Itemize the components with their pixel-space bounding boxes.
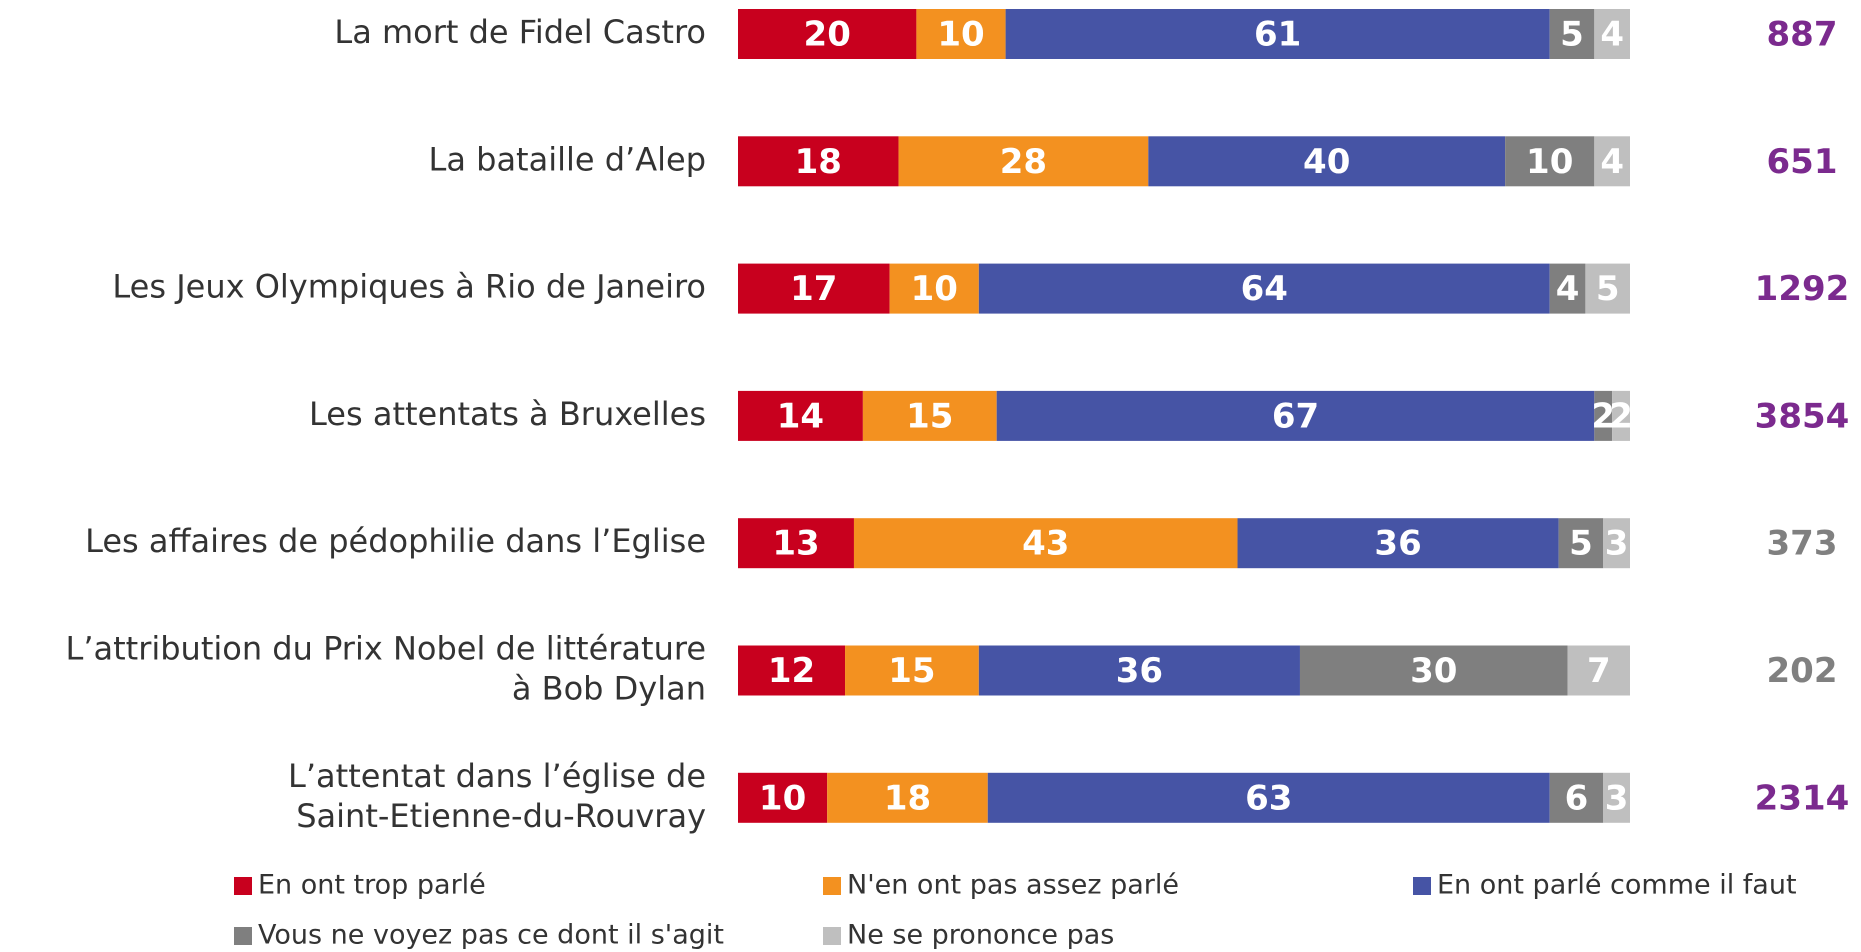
bar-segment: [738, 518, 854, 569]
data-label: 5: [1596, 269, 1620, 309]
data-label: 18: [795, 142, 842, 182]
bar-segment: [1549, 772, 1604, 823]
legend-swatch: [823, 927, 841, 945]
data-label: 17: [790, 269, 837, 309]
data-label: 36: [1374, 524, 1421, 564]
data-label: 12: [768, 651, 815, 691]
data-label: 67: [1272, 396, 1319, 436]
bar-segment: [1549, 9, 1595, 59]
legend-label: En ont parlé comme il faut: [1437, 870, 1797, 901]
bar-segment: [738, 645, 846, 696]
data-label: 36: [1116, 651, 1163, 691]
data-label: 4: [1600, 142, 1624, 182]
data-label: 4: [1556, 269, 1580, 309]
bar-segment: [1505, 136, 1595, 187]
bar-segment: [1603, 772, 1630, 823]
bar-segment: [1594, 136, 1630, 187]
bar-segment: [738, 263, 890, 314]
bar-segment: [845, 645, 979, 696]
category-label: Les attentats à Bruxelles: [309, 395, 706, 433]
bar-segment: [1612, 390, 1630, 441]
bar-segment: [853, 518, 1238, 569]
data-label: 10: [911, 269, 958, 309]
bar-segment: [889, 263, 979, 314]
bar-segment: [978, 645, 1300, 696]
total-label: 887: [1767, 15, 1838, 55]
total-label: 1292: [1755, 269, 1850, 309]
data-label: 15: [906, 396, 953, 436]
total-label: 651: [1767, 142, 1838, 182]
bar-segment: [738, 136, 899, 187]
total-label: 3854: [1755, 396, 1850, 436]
bar-segment: [1594, 390, 1613, 441]
legend-swatch: [234, 877, 252, 895]
bar-segment: [978, 263, 1550, 314]
data-label: 18: [884, 778, 931, 818]
data-label: 5: [1560, 15, 1584, 55]
bar-segment: [1603, 518, 1630, 569]
legend-swatch: [234, 927, 252, 945]
data-label: 6: [1565, 778, 1589, 818]
bar-segment: [1005, 9, 1550, 59]
total-label: 2314: [1755, 778, 1850, 818]
bar-segment: [1299, 645, 1568, 696]
data-label: 30: [1410, 651, 1457, 691]
legend-label: En ont trop parlé: [258, 870, 486, 901]
bar-segment: [996, 390, 1595, 441]
bar-segment: [738, 772, 828, 823]
total-label: 373: [1767, 524, 1838, 564]
data-label: 43: [1022, 524, 1069, 564]
data-label: 63: [1245, 778, 1292, 818]
data-label: 28: [1000, 142, 1047, 182]
bar-segment: [738, 390, 863, 441]
legend-swatch: [1413, 877, 1431, 895]
bar-segment: [987, 772, 1550, 823]
data-label: 10: [1526, 142, 1573, 182]
legend-label: Vous ne voyez pas ce dont il s'agit: [258, 920, 724, 951]
data-label: 7: [1587, 651, 1611, 691]
data-label: 61: [1254, 15, 1301, 55]
data-label: 15: [888, 651, 935, 691]
legend-label: Ne se prononce pas: [847, 920, 1114, 951]
category-label: L’attentat dans l’église de Saint-Etienne…: [288, 757, 706, 835]
bar-segment: [1594, 9, 1630, 59]
data-label: 10: [759, 778, 806, 818]
data-label: 10: [937, 15, 984, 55]
data-label: 3: [1605, 524, 1629, 564]
bar-segment: [1585, 263, 1630, 314]
data-label: 2: [1609, 396, 1633, 436]
category-label: Les affaires de pédophilie dans l’Eglise: [85, 522, 706, 560]
bar-segment: [1558, 518, 1604, 569]
bar-segment: [1567, 645, 1630, 696]
category-label: L’attribution du Prix Nobel de littératu…: [65, 630, 706, 708]
category-label: La mort de Fidel Castro: [334, 13, 706, 51]
data-label: 5: [1569, 524, 1593, 564]
total-label: 202: [1767, 651, 1838, 691]
legend-swatch: [823, 877, 841, 895]
bar-segment: [1549, 263, 1586, 314]
data-label: 2: [1591, 396, 1615, 436]
bar-segment: [827, 772, 988, 823]
bar-segment: [1237, 518, 1559, 569]
data-label: 40: [1303, 142, 1350, 182]
category-label: La bataille d’Alep: [429, 140, 706, 178]
data-label: 64: [1241, 269, 1288, 309]
legend-label: N'en ont pas assez parlé: [847, 870, 1179, 901]
data-label: 20: [804, 15, 851, 55]
bar-segment: [862, 390, 997, 441]
bar-segment: [898, 136, 1149, 187]
category-label: Les Jeux Olympiques à Rio de Janeiro: [112, 268, 706, 306]
bar-segment: [1148, 136, 1506, 187]
data-label: 3: [1605, 778, 1629, 818]
data-label: 13: [772, 524, 819, 564]
bar-segment: [916, 9, 1006, 59]
data-label: 14: [777, 396, 824, 436]
bar-segment: [738, 9, 917, 59]
data-label: 4: [1600, 15, 1624, 55]
